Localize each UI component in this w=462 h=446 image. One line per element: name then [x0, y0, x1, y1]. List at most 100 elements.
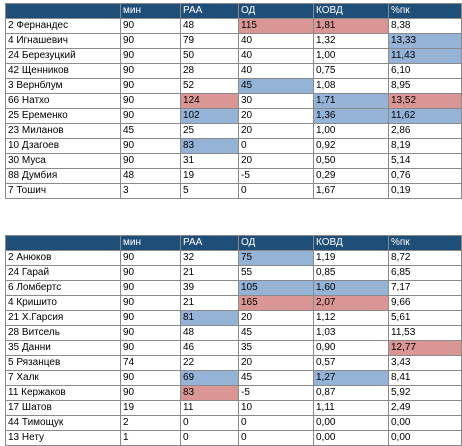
header-row: мин РАА ОД КОВД %пк — [5, 3, 462, 19]
table-row: 4 Кришито 90 21 165 2,07 9,66 — [5, 295, 462, 311]
pk-cell: 6,85 — [388, 265, 462, 281]
player-name-cell: 5 Рязанцев — [5, 355, 121, 371]
minutes-cell: 90 — [120, 250, 181, 266]
kovd-cell: 1,00 — [313, 123, 389, 139]
pk-cell: 0,00 — [388, 415, 462, 431]
kovd-cell: 1,71 — [313, 93, 389, 109]
player-name-cell: 66 Натхо — [5, 93, 121, 109]
table-row: 21 Х.Гарсия 90 81 20 1,12 5,61 — [5, 310, 462, 326]
minutes-cell: 90 — [120, 295, 181, 311]
table-row: 28 Витсель 90 48 45 1,03 11,53 — [5, 325, 462, 341]
pk-cell: 8,38 — [388, 18, 462, 34]
kovd-cell: 1,00 — [313, 48, 389, 64]
player-name-cell: 24 Гарай — [5, 265, 121, 281]
pk-cell: 5,14 — [388, 153, 462, 169]
kovd-cell: 0,92 — [313, 138, 389, 154]
raa-cell: 19 — [180, 168, 239, 184]
table-row: 2 Фернандес 90 48 115 1,81 8,38 — [5, 18, 462, 34]
kovd-cell: 1,03 — [313, 325, 389, 341]
kovd-cell: 0,75 — [313, 63, 389, 79]
player-name-cell: 30 Муса — [5, 153, 121, 169]
column-header: КОВД — [313, 235, 389, 251]
raa-cell: 0 — [180, 415, 239, 431]
od-cell: 45 — [238, 370, 314, 386]
raa-cell: 28 — [180, 63, 239, 79]
table-row: 2 Анюков 90 32 75 1,19 8,72 — [5, 250, 462, 266]
raa-cell: 21 — [180, 265, 239, 281]
raa-cell: 83 — [180, 385, 239, 401]
raa-cell: 0 — [180, 430, 239, 446]
minutes-cell: 90 — [120, 108, 181, 124]
kovd-cell: 0,57 — [313, 355, 389, 371]
player-name-cell: 23 Миланов — [5, 123, 121, 139]
table-row: 42 Щенников 90 28 40 0,75 6,10 — [5, 63, 462, 79]
table-row: 11 Кержаков 90 83 -5 0,87 5,92 — [5, 385, 462, 401]
minutes-cell: 90 — [120, 153, 181, 169]
kovd-cell: 1,32 — [313, 33, 389, 49]
player-name-cell: 28 Витсель — [5, 325, 121, 341]
raa-cell: 48 — [180, 18, 239, 34]
kovd-cell: 1,11 — [313, 400, 389, 416]
od-cell: 20 — [238, 153, 314, 169]
od-cell: 0 — [238, 183, 314, 199]
table-row: 5 Рязанцев 74 22 20 0,57 3,43 — [5, 355, 462, 371]
raa-cell: 50 — [180, 48, 239, 64]
pk-cell: 2,49 — [388, 400, 462, 416]
player-name-cell: 7 Тошич — [5, 183, 121, 199]
raa-cell: 69 — [180, 370, 239, 386]
raa-cell: 32 — [180, 250, 239, 266]
minutes-cell: 1 — [120, 430, 181, 446]
stats-table-zenit: мин РАА ОД КОВД %пк 2 Фернандес 90 48 115 1,81 8,3… — [5, 3, 462, 199]
raa-cell: 102 — [180, 108, 239, 124]
pk-cell: 5,92 — [388, 385, 462, 401]
column-header: мин — [120, 235, 181, 251]
column-header: РАА — [180, 3, 239, 19]
raa-cell: 79 — [180, 33, 239, 49]
pk-cell: 0,19 — [388, 183, 462, 199]
kovd-cell: 0,29 — [313, 168, 389, 184]
kovd-cell: 0,50 — [313, 153, 389, 169]
kovd-cell: 1,81 — [313, 18, 389, 34]
od-cell: 45 — [238, 325, 314, 341]
pk-cell: 0,00 — [388, 430, 462, 446]
kovd-cell: 0,90 — [313, 340, 389, 356]
pk-cell: 8,41 — [388, 370, 462, 386]
od-cell: 35 — [238, 340, 314, 356]
table-row: 24 Березуцкий 90 50 40 1,00 11,43 — [5, 48, 462, 64]
raa-cell: 124 — [180, 93, 239, 109]
kovd-cell: 1,60 — [313, 280, 389, 296]
column-header: %пк — [388, 3, 462, 19]
raa-cell: 52 — [180, 78, 239, 94]
od-cell: 20 — [238, 355, 314, 371]
od-cell: 105 — [238, 280, 314, 296]
player-name-cell: 25 Еременко — [5, 108, 121, 124]
table-row: 88 Думбия 48 19 -5 0,29 0,76 — [5, 168, 462, 184]
table-row: 4 Игнашевич 90 79 40 1,32 13,33 — [5, 33, 462, 49]
table-row: 23 Миланов 45 25 20 1,00 2,86 — [5, 123, 462, 139]
kovd-cell: 2,07 — [313, 295, 389, 311]
raa-cell: 31 — [180, 153, 239, 169]
player-name-cell: 6 Ломбертс — [5, 280, 121, 296]
raa-cell: 21 — [180, 295, 239, 311]
pk-cell: 8,72 — [388, 250, 462, 266]
player-name-cell: 44 Тимощук — [5, 415, 121, 431]
player-name-cell: 2 Анюков — [5, 250, 121, 266]
minutes-cell: 90 — [120, 48, 181, 64]
player-name-cell: 7 Халк — [5, 370, 121, 386]
table-row: 3 Вернблум 90 52 45 1,08 8,95 — [5, 78, 462, 94]
od-cell: 0 — [238, 138, 314, 154]
kovd-cell: 0,00 — [313, 430, 389, 446]
raa-cell: 5 — [180, 183, 239, 199]
table-row: 44 Тимощук 2 0 0 0,00 0,00 — [5, 415, 462, 431]
column-header: РАА — [180, 235, 239, 251]
kovd-cell: 1,19 — [313, 250, 389, 266]
table-row: 7 Халк 90 69 45 1,27 8,41 — [5, 370, 462, 386]
raa-cell: 39 — [180, 280, 239, 296]
table-row: 35 Данни 90 46 35 0,90 12,77 — [5, 340, 462, 356]
player-name-cell: 24 Березуцкий — [5, 48, 121, 64]
column-header: КОВД — [313, 3, 389, 19]
od-cell: 10 — [238, 400, 314, 416]
od-cell: 55 — [238, 265, 314, 281]
raa-cell: 11 — [180, 400, 239, 416]
player-name-cell: 35 Данни — [5, 340, 121, 356]
